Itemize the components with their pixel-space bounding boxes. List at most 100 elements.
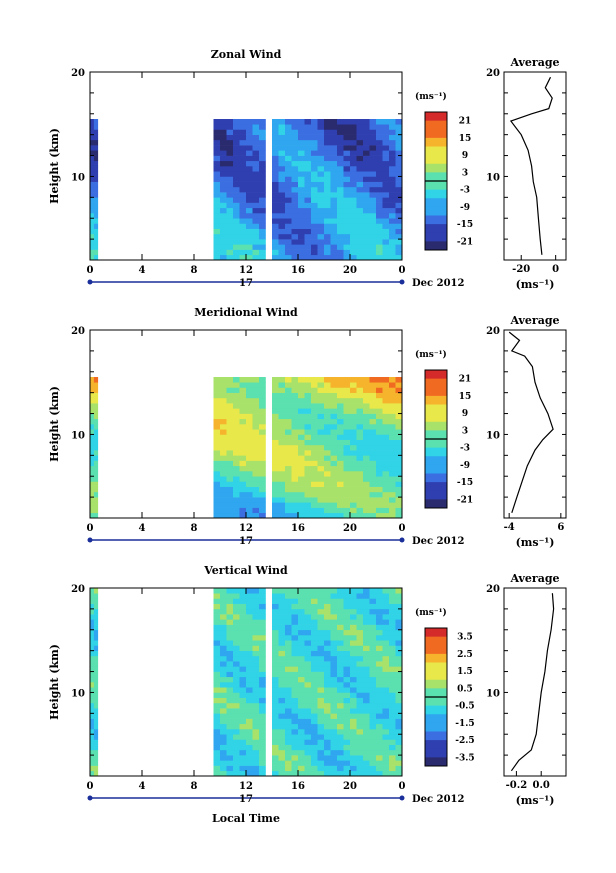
day-label: 17 <box>239 278 253 289</box>
heatmap-cell <box>220 629 227 636</box>
heatmap-cell <box>389 486 396 493</box>
heatmap-cell <box>376 682 383 688</box>
heatmap-cell <box>350 755 357 761</box>
heatmap-cell <box>93 202 99 209</box>
heatmap-cell <box>233 661 240 667</box>
heatmap-cell <box>311 223 318 229</box>
heatmap-cell <box>317 697 325 704</box>
heatmap-cell <box>356 218 364 224</box>
heatmap-cell <box>93 455 99 461</box>
heatmap-cell <box>278 744 286 751</box>
heatmap-cell <box>369 497 377 503</box>
heatmap-cell <box>311 624 318 631</box>
heatmap-cell <box>259 507 266 514</box>
heatmap-cell <box>376 119 383 125</box>
heatmap-cell <box>298 739 305 745</box>
heatmap-cell <box>259 429 266 435</box>
heatmap-cell <box>90 403 95 409</box>
heatmap-cell <box>337 749 344 756</box>
heatmap-cell <box>382 655 390 662</box>
heatmap-cell <box>389 476 396 482</box>
heatmap-cell <box>330 134 338 141</box>
heatmap-cell <box>304 176 312 182</box>
heatmap-cell <box>311 491 318 498</box>
heatmap-cell <box>298 186 305 193</box>
heatmap-cell <box>356 760 364 766</box>
heatmap-cell <box>389 682 396 688</box>
heatmap-cell <box>395 460 403 467</box>
heatmap-cell <box>382 397 390 404</box>
profile-frame <box>503 587 567 777</box>
heatmap-cell <box>369 397 377 404</box>
heatmap-cell <box>291 497 299 503</box>
heatmap-cell <box>376 723 383 730</box>
heatmap-cell <box>389 249 396 256</box>
heatmap-cell <box>298 129 305 135</box>
heatmap-cell <box>350 181 357 188</box>
heatmap-cell <box>311 713 318 719</box>
heatmap-cell <box>369 655 377 662</box>
heatmap-cell <box>298 233 305 240</box>
heatmap-cell <box>291 760 299 766</box>
heatmap-cell <box>90 181 95 188</box>
heatmap-cell <box>213 228 221 235</box>
heatmap-cell <box>298 765 305 772</box>
heatmap-cell <box>213 603 221 610</box>
heatmap-cell <box>395 155 403 162</box>
heatmap-cell <box>226 377 234 383</box>
heatmap-cell <box>259 512 266 519</box>
heatmap-cell <box>395 119 403 125</box>
heatmap-cell <box>220 682 227 688</box>
heatmap-cell <box>246 155 253 162</box>
heatmap-cell <box>272 770 279 777</box>
heatmap-cell <box>356 233 364 240</box>
heatmap-cell <box>389 635 396 641</box>
heatmap-cell <box>246 697 253 704</box>
heatmap-cell <box>304 713 312 719</box>
heatmap-cell <box>395 624 403 631</box>
heatmap-cell <box>226 444 234 451</box>
heatmap-cell <box>233 202 240 209</box>
heatmap-cell <box>343 455 351 461</box>
heatmap-cell <box>350 233 357 240</box>
heatmap-cell <box>304 476 312 482</box>
heatmap-cell <box>382 702 390 709</box>
heatmap-cell <box>369 413 377 420</box>
heatmap-cell <box>239 129 247 135</box>
heatmap-cell <box>272 650 279 657</box>
heatmap-cell <box>252 150 260 156</box>
heatmap-cell <box>226 734 234 740</box>
colorbar-swatch <box>425 748 447 758</box>
heatmap-cell <box>259 181 266 188</box>
heatmap-cell <box>324 176 331 182</box>
heatmap-cell <box>356 671 364 678</box>
heatmap-cell <box>291 382 299 388</box>
heatmap-cell <box>285 424 292 430</box>
heatmap-cell <box>239 497 247 503</box>
heatmap-cell <box>93 434 99 440</box>
heatmap-cell <box>246 223 253 229</box>
x-tick-label: 0 <box>399 265 406 276</box>
heatmap-cell <box>246 150 253 156</box>
heatmap-cell <box>350 197 357 203</box>
heatmap-cell <box>90 392 95 399</box>
heatmap-cell <box>233 129 240 135</box>
colorbar-swatch <box>425 181 447 191</box>
profile-y-tick-label: 10 <box>486 430 500 441</box>
heatmap-cell <box>220 608 227 615</box>
heatmap-cell <box>246 429 253 435</box>
heatmap-cell <box>350 718 357 725</box>
heatmap-cell <box>226 507 234 514</box>
heatmap-cell <box>285 645 292 651</box>
heatmap-cell <box>220 228 227 235</box>
heatmap-cell <box>304 588 312 594</box>
heatmap-cell <box>304 223 312 229</box>
heatmap-cell <box>324 624 331 631</box>
heatmap-cell <box>93 760 99 766</box>
heatmap-cell <box>93 682 99 688</box>
heatmap-cell <box>395 619 403 625</box>
heatmap-cell <box>220 640 227 646</box>
heatmap-cell <box>337 429 344 435</box>
